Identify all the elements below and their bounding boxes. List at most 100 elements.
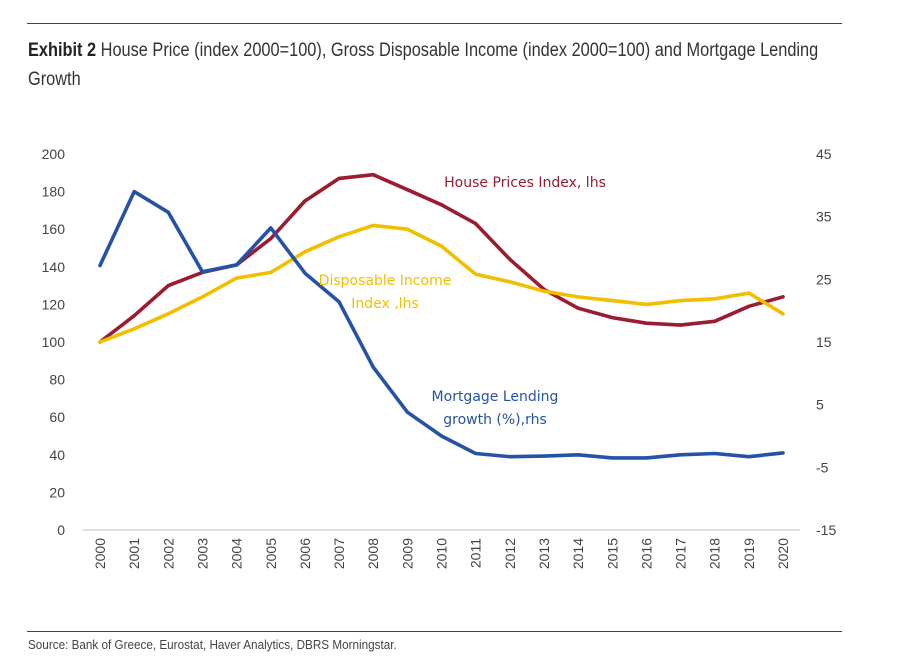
- title-text: House Price (index 2000=100), Gross Disp…: [28, 40, 819, 90]
- series-2-point: [474, 272, 478, 276]
- y-right-tick-label: -15: [816, 522, 836, 538]
- series-3-point: [610, 456, 614, 460]
- series-1-point: [610, 315, 614, 320]
- x-tick-label: 2006: [297, 538, 313, 569]
- series-1-point: [713, 319, 717, 323]
- series-1-point: [678, 323, 683, 327]
- x-tick-label: 2010: [434, 538, 450, 569]
- series-2-point: [508, 280, 512, 284]
- x-tick-label: 2008: [365, 538, 381, 569]
- x-tick-label: 2004: [229, 538, 245, 569]
- series-3-point: [576, 453, 580, 457]
- y-left-tick-label: 160: [42, 221, 66, 237]
- series-2-point: [98, 340, 102, 344]
- series-line-1: [98, 172, 785, 344]
- series-2-point: [235, 276, 239, 280]
- x-tick-label: 2019: [741, 538, 757, 569]
- x-tick-label: 2009: [399, 538, 415, 569]
- exhibit-label: Exhibit 2: [28, 40, 97, 61]
- series-3-point: [781, 451, 785, 455]
- series-1-point: [371, 173, 375, 177]
- series-3-point: [132, 190, 136, 194]
- x-tick-label: 2018: [707, 538, 723, 569]
- y-right-tick-label: -5: [816, 459, 829, 475]
- series-1-point: [576, 306, 580, 310]
- y-left-tick-label: 40: [49, 447, 65, 463]
- series-1-point: [644, 321, 649, 325]
- series-1-point: [337, 176, 341, 181]
- y-left-tick-label: 180: [42, 184, 66, 200]
- series-1-point: [405, 188, 409, 192]
- y-left-tick-label: 120: [42, 296, 66, 312]
- series-annotation-label: Disposable Income: [319, 273, 452, 289]
- series-1-point: [303, 199, 307, 203]
- series-1-point: [132, 314, 136, 318]
- series-2-point: [678, 299, 683, 303]
- series-1-point: [439, 203, 444, 207]
- bottom-rule: [27, 631, 842, 632]
- series-2-point: [405, 227, 409, 231]
- series-3-point: [678, 453, 683, 457]
- series-3-point: [405, 410, 409, 414]
- series-annotation-label: House Prices Index, lhs: [444, 175, 606, 191]
- y-left-tick-label: 200: [42, 146, 66, 162]
- series-3-point: [644, 456, 649, 460]
- series-3-point: [200, 270, 205, 274]
- series-3-point: [439, 434, 444, 438]
- x-tick-label: 2005: [263, 538, 279, 569]
- series-2-point: [610, 299, 614, 303]
- series-1-point: [508, 257, 512, 261]
- series-annotation-label: Index ,lhs: [351, 296, 419, 312]
- y-right-tick-label: 5: [816, 397, 824, 413]
- y-right-tick-label: 15: [816, 334, 832, 350]
- series-3-point: [166, 210, 170, 214]
- series-2-point: [337, 235, 341, 239]
- series-3-point: [474, 451, 478, 456]
- series-2-point: [781, 312, 785, 316]
- x-tick-label: 2012: [502, 538, 518, 569]
- series-2-point: [132, 327, 136, 331]
- series-2-point: [200, 295, 205, 299]
- top-rule: [27, 23, 842, 24]
- series-3-point: [371, 365, 375, 369]
- series-2-point: [371, 223, 375, 228]
- series-3-point: [303, 271, 307, 275]
- x-tick-label: 2003: [194, 538, 210, 569]
- x-tick-label: 2016: [638, 538, 654, 569]
- x-tick-label: 2013: [536, 538, 552, 569]
- x-tick-label: 2007: [331, 538, 347, 569]
- series-2-point: [542, 289, 546, 293]
- series-annotation-label: growth (%),rhs: [443, 412, 547, 428]
- series-1-point: [781, 295, 785, 299]
- y-right-tick-label: 35: [816, 209, 832, 225]
- y-left-tick-label: 60: [49, 409, 65, 425]
- series-3-point: [235, 263, 239, 267]
- series-annotation-label: Mortgage Lending: [432, 389, 559, 405]
- x-tick-label: 2014: [570, 538, 586, 569]
- series-3-point: [747, 455, 751, 459]
- x-tick-label: 2011: [468, 538, 484, 568]
- series-3-point: [269, 226, 273, 230]
- y-right-tick-label: 25: [816, 271, 832, 287]
- x-tick-label: 2001: [126, 538, 142, 569]
- x-tick-label: 2002: [160, 538, 176, 569]
- x-tick-label: 2020: [775, 538, 791, 569]
- y-left-tick-label: 0: [57, 522, 65, 538]
- series-2-point: [166, 312, 170, 316]
- series-3-point: [713, 451, 717, 456]
- series-1-point: [747, 304, 751, 308]
- series-1-point: [166, 284, 170, 288]
- series-2-point: [747, 291, 751, 295]
- x-tick-label: 2015: [604, 538, 620, 569]
- series-2-point: [713, 297, 717, 301]
- y-left-tick-label: 80: [49, 372, 65, 388]
- series-2-point: [269, 270, 273, 275]
- series-2-point: [303, 250, 307, 254]
- y-left-tick-label: 100: [42, 334, 66, 350]
- y-left-tick-label: 20: [49, 484, 65, 500]
- series-1-point: [474, 221, 478, 226]
- series-2-point: [439, 244, 444, 248]
- chart-title: Exhibit 2 House Price (index 2000=100), …: [28, 36, 845, 94]
- series-3-point: [98, 263, 102, 268]
